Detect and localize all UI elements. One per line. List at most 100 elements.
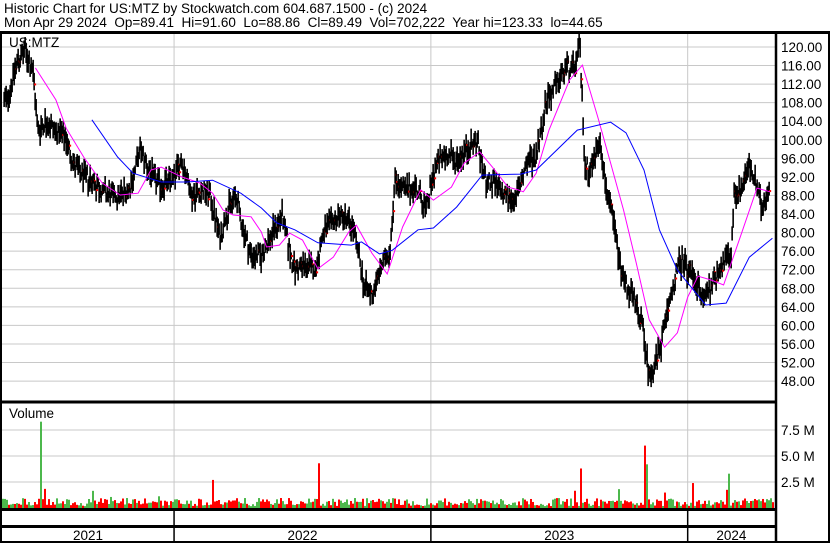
volume-bar [232,500,234,508]
year-label: 2021 [73,528,103,543]
volume-bar [672,499,674,508]
volume-bar [734,500,736,508]
volume-bar [612,500,614,508]
volume-bar [736,501,738,508]
volume-bar [478,503,480,508]
volume-bar [338,499,340,508]
volume-bar [540,503,542,508]
volume-bar [486,501,488,508]
volume-bar [564,501,566,508]
volume-bar [544,506,546,508]
price-tick-label: 96.00 [781,151,815,166]
volume-bar [656,499,658,508]
volume-bar [458,505,460,508]
volume-bar [262,499,264,508]
volume-bar [330,505,332,508]
volume-bar [302,501,304,508]
volume-bar [658,500,660,508]
volume-bar [190,500,192,508]
volume-bar [82,505,84,508]
volume-bar [222,504,224,508]
volume-bar [264,501,266,508]
volume-bar [668,498,670,508]
volume-bar [54,504,56,508]
volume-bar [752,500,754,508]
volume-bar [638,505,640,508]
volume-bar [664,492,666,508]
volume-bar [424,505,426,508]
volume-bar [646,464,648,508]
price-tick-label: 68.00 [781,281,815,296]
close-marker [393,210,396,213]
volume-bar [24,498,26,508]
price-tick-label: 60.00 [781,318,815,333]
volume-bar [764,502,766,508]
close-marker [69,144,72,147]
volume-bar [388,499,390,508]
volume-bar [428,504,430,508]
volume-bar [144,498,146,508]
volume-bar [370,500,372,508]
volume-bar [12,503,14,508]
volume-bar [622,503,624,508]
volume-bar [202,505,204,508]
volume-bar [136,502,138,508]
volume-bar [282,501,284,508]
date-axis: 2021 2022 2023 2024 [73,528,747,543]
volume-bar [592,504,594,508]
volume-bar [196,505,198,508]
volume-bar [450,502,452,508]
volume-bar [770,498,772,508]
volume-bar [116,502,118,508]
volume-bar [630,501,632,508]
close-marker [34,83,37,86]
volume-bar [606,503,608,508]
volume-bar [760,501,762,508]
volume-bar [10,504,12,508]
volume-bar [104,499,106,508]
volume-bar [238,501,240,508]
volume-bar [476,498,478,508]
volume-bar [628,502,630,508]
volume-bar [516,505,518,508]
volume-bar [182,504,184,508]
volume-bar [744,498,746,508]
volume-bar [524,499,526,508]
volume-bar [322,503,324,508]
price-tick-label: 48.00 [781,374,815,389]
volume-bar [598,505,600,508]
volume-bar [130,503,132,508]
volume-bar [620,500,622,508]
volume-bar [412,501,414,508]
close-marker [62,133,65,136]
close-marker [722,269,725,272]
volume-label: Volume [9,406,54,421]
volume-bar [468,499,470,508]
symbol-label: US:MTZ [9,35,59,50]
volume-bar [530,498,532,508]
volume-bar [176,499,178,508]
volume-bar [320,505,322,508]
volume-bar [38,498,40,508]
volume-bar [208,505,210,508]
volume-bar [348,504,350,508]
volume-bar [340,500,342,508]
volume-bar [488,501,490,508]
close-marker [396,181,399,184]
volume-bar [296,504,298,508]
volume-bar [78,505,80,508]
long-moving-average-line [91,119,773,306]
volume-bar [278,503,280,508]
volume-bar [396,504,398,508]
volume-bar [702,503,704,508]
short-moving-average-line [34,64,771,349]
volume-bar [768,500,770,508]
volume-bar [48,499,50,508]
close-marker [581,78,584,81]
volume-bar [30,505,32,508]
volume-bar [310,502,312,508]
volume-bar [416,504,418,508]
volume-bar [6,499,8,508]
volume-bar [414,505,416,508]
volume-bar [692,483,694,508]
